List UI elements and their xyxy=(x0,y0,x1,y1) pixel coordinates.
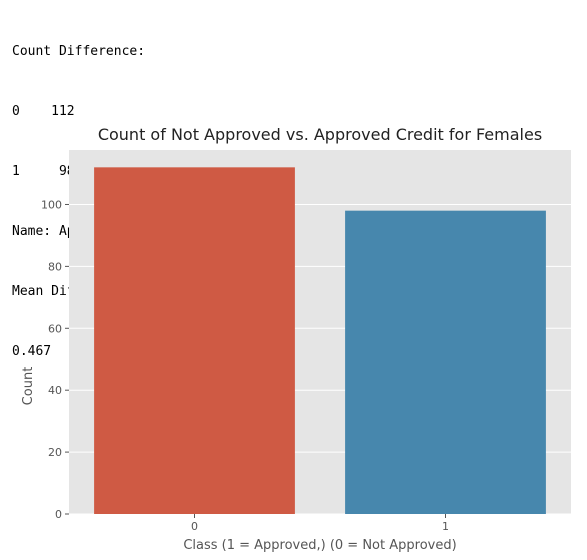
y-tick-label: 100 xyxy=(41,198,62,211)
y-axis-label: Count xyxy=(21,367,36,406)
y-tick-label: 40 xyxy=(48,384,62,397)
y-axis: 0 20 40 60 80 100 xyxy=(41,198,69,521)
x-tick-label: 1 xyxy=(442,520,449,533)
y-tick-label: 0 xyxy=(55,508,62,521)
chart-title: Count of Not Approved vs. Approved Credi… xyxy=(98,125,542,144)
output-line: 0 112 xyxy=(12,104,75,119)
bar-chart: Count of Not Approved vs. Approved Credi… xyxy=(21,125,571,553)
x-tick-label: 0 xyxy=(191,520,198,533)
y-tick-label: 60 xyxy=(48,322,62,335)
output-line: 0.467 xyxy=(12,344,52,359)
bar-1 xyxy=(345,210,546,514)
y-tick-label: 80 xyxy=(48,260,62,273)
bars xyxy=(94,167,546,515)
x-axis-label: Class (1 = Approved,) (0 = Not Approved) xyxy=(183,538,456,553)
y-tick-label: 20 xyxy=(48,446,62,459)
bar-0 xyxy=(94,167,295,515)
output-line: Count Difference: xyxy=(12,44,146,59)
